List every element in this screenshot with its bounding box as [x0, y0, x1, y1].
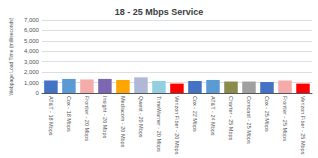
svg-text:Cox - 25 Mbps: Cox - 25 Mbps — [264, 96, 270, 132]
svg-text:0: 0 — [36, 90, 40, 96]
svg-text:Insight - 20 Mbps: Insight - 20 Mbps — [102, 96, 108, 138]
svg-text:1,000: 1,000 — [24, 80, 40, 86]
svg-text:Verizon Fiber - 25 Mbps: Verizon Fiber - 25 Mbps — [300, 96, 306, 155]
svg-text:Frontier - 20 Mbps: Frontier - 20 Mbps — [84, 96, 90, 141]
svg-text:Cox - 22 Mbps: Cox - 22 Mbps — [192, 96, 198, 132]
svg-text:Cox - 18 Mbps: Cox - 18 Mbps — [66, 96, 72, 132]
svg-text:AT&T - 24 Mbps: AT&T - 24 Mbps — [210, 96, 216, 136]
svg-text:Comcast - 25 Mbps: Comcast - 25 Mbps — [246, 96, 252, 144]
svg-text:TimeWarner - 20 Mbps: TimeWarner - 20 Mbps — [156, 96, 162, 152]
svg-text:2,000: 2,000 — [24, 69, 40, 75]
svg-text:AT&T - 18 Mbps: AT&T - 18 Mbps — [48, 96, 54, 136]
svg-text:7,000: 7,000 — [24, 17, 40, 23]
svg-text:4,000: 4,000 — [24, 48, 40, 54]
svg-text:5,000: 5,000 — [24, 38, 40, 44]
svg-text:Mediacom - 20 Mbps: Mediacom - 20 Mbps — [120, 96, 126, 148]
svg-text:Webpage Load Time (millisecond: Webpage Load Time (milliseconds) — [8, 17, 14, 95]
svg-text:Qwest - 20 Mbps: Qwest - 20 Mbps — [138, 96, 144, 138]
svg-text:Charter - 25 Mbps: Charter - 25 Mbps — [228, 96, 234, 141]
svg-text:3,000: 3,000 — [24, 59, 40, 65]
svg-text:6,000: 6,000 — [24, 27, 40, 33]
svg-text:18 - 25 Mbps Service: 18 - 25 Mbps Service — [115, 7, 204, 17]
svg-text:Verizon Fiber - 20 Mbps: Verizon Fiber - 20 Mbps — [174, 96, 180, 155]
svg-text:Frontier - 25 Mbps: Frontier - 25 Mbps — [282, 96, 288, 141]
